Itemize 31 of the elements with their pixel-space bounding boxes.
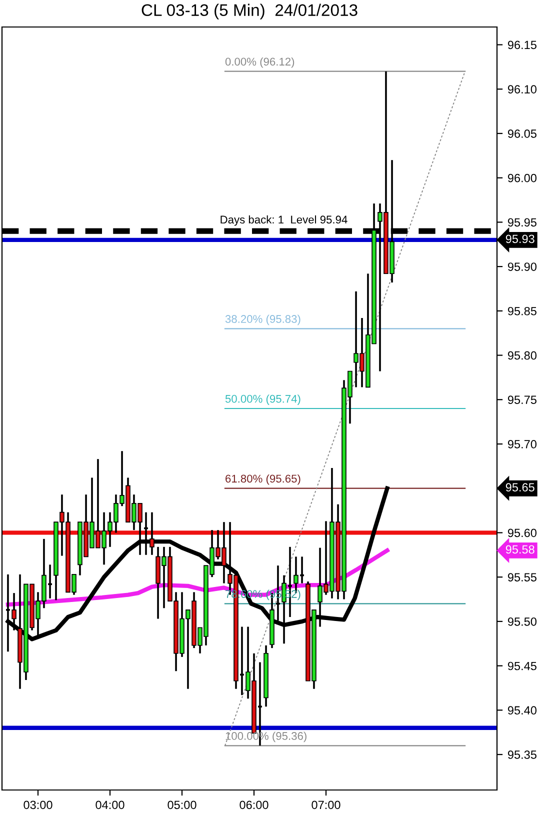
y-tick-label: 95.55	[508, 573, 536, 582]
x-tick-label: 04:00	[96, 800, 124, 810]
candlestick	[150, 511, 154, 556]
y-tick-label: 95.45	[508, 662, 536, 670]
y-tick-label: 96.10	[508, 85, 536, 94]
y-tick-label: 95.75	[508, 396, 536, 404]
y-tick-label: 95.35	[508, 750, 536, 759]
y-tick-label: 96.15	[508, 40, 536, 50]
series-label: 0.00% (96.12)	[225, 57, 294, 68]
y-tick-label: 95.60	[508, 528, 536, 538]
ref-line-label: Days back: 1 Level 95.94	[220, 215, 348, 226]
x-tick-label: 06:00	[240, 800, 268, 810]
chart-title: CL 03-13 (5 Min) 24/01/2013	[142, 4, 358, 20]
x-tick-label: 05:00	[168, 800, 196, 810]
series-label: 38.20% (95.83)	[225, 314, 300, 326]
y-tick-label: 95.40	[508, 706, 536, 715]
y-tick-label: 95.50	[508, 617, 536, 626]
series-label: 50.00% (95.74)	[225, 394, 300, 405]
y-tick-label: 96.05	[508, 130, 536, 138]
text: 95.65	[506, 483, 534, 492]
x-tick-label: 07:00	[312, 800, 340, 810]
y-tick-label: 95.80	[508, 351, 536, 360]
y-tick-label: 96.00	[508, 174, 536, 182]
y-tick-label: 95.95	[508, 218, 536, 227]
series-label: 61.80% (95.65)	[226, 474, 300, 485]
x-tick-label: 03:00	[24, 800, 52, 810]
text: 95.58	[506, 545, 534, 554]
y-tick-label: 95.90	[508, 262, 536, 271]
y-tick-label: 95.85	[508, 306, 536, 316]
y-tick-label: 95.70	[508, 440, 536, 448]
ref-line-label: 95.93	[506, 234, 534, 244]
